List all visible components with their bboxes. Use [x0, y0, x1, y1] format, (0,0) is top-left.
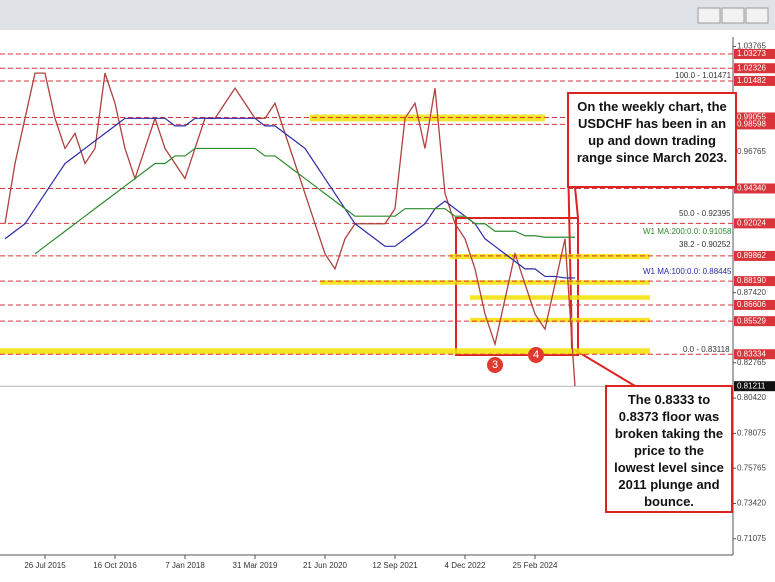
- support-zone: [320, 280, 650, 285]
- level-label: 1.02326: [737, 63, 766, 72]
- level-label: 0.88190: [737, 276, 766, 285]
- y-tick-label: 0.87420: [737, 288, 766, 297]
- level-label-box: [734, 276, 775, 287]
- wave-marker: 4: [528, 347, 544, 363]
- support-zone: [0, 348, 650, 355]
- level-label: 0.92024: [737, 218, 766, 227]
- y-tick-label: 0.73420: [737, 499, 766, 508]
- series-line: [4, 117, 575, 279]
- current-price-box: [734, 381, 775, 392]
- annotation: 0.0 - 0.83118: [683, 345, 730, 354]
- annotation: 38.2 - 0.90252: [679, 240, 731, 249]
- title-bar: [0, 0, 775, 30]
- x-tick-label: 21 Jun 2020: [303, 561, 348, 570]
- y-tick-label: 0.80420: [737, 393, 766, 402]
- level-label: 0.99055: [737, 113, 766, 122]
- y-tick-label: 0.71075: [737, 534, 766, 543]
- level-label-box: [734, 349, 775, 360]
- level-label-box: [734, 299, 775, 310]
- level-label-box: [734, 63, 775, 74]
- level-label-box: [734, 75, 775, 86]
- level-label-box: [734, 119, 775, 130]
- support-zone: [450, 253, 650, 260]
- level-label: 0.89862: [737, 251, 766, 260]
- level-label: 0.83334: [737, 349, 766, 358]
- annotation: W1 MA:100:0.0: 0.88445: [643, 267, 732, 276]
- level-label: 1.01482: [737, 76, 766, 85]
- annotation: W1 MA:200:0.0: 0.91058: [643, 227, 732, 236]
- x-tick-label: 12 Sep 2021: [372, 561, 418, 570]
- annotation: 50.0 - 0.92395: [679, 209, 731, 218]
- y-tick-label: 0.96765: [737, 147, 766, 156]
- series-line: [34, 147, 575, 255]
- callout-text: On the weekly chart, the USDCHF has been…: [567, 92, 737, 188]
- support-zone: [470, 295, 650, 300]
- x-tick-label: 7 Jan 2018: [165, 561, 205, 570]
- close-button[interactable]: [745, 7, 769, 24]
- level-label-box: [734, 183, 775, 194]
- level-label-box: [734, 112, 775, 123]
- x-tick-label: 25 Feb 2024: [513, 561, 558, 570]
- level-label-box: [734, 218, 775, 229]
- level-label: 0.86606: [737, 300, 766, 309]
- x-tick-label: 4 Dec 2022: [445, 561, 486, 570]
- minimize-button[interactable]: [697, 7, 721, 24]
- series-line: [4, 72, 576, 387]
- callout-text: The 0.8333 to 0.8373 floor was broken ta…: [605, 385, 733, 513]
- y-tick-label: 1.03765: [737, 42, 766, 51]
- y-tick-label: 0.75765: [737, 463, 766, 472]
- wave-marker: 3: [487, 357, 503, 373]
- support-zone: [470, 317, 650, 323]
- x-tick-label: 26 Jul 2015: [24, 561, 66, 570]
- level-label-box: [734, 250, 775, 261]
- range-box: [455, 217, 579, 356]
- level-label-box: [734, 48, 775, 59]
- maximize-button[interactable]: [721, 7, 745, 24]
- annotation: 100.0 - 1.01471: [675, 71, 732, 80]
- level-label: 0.98598: [737, 119, 766, 128]
- level-label: 1.03273: [737, 49, 766, 58]
- x-tick-label: 31 Mar 2019: [233, 561, 278, 570]
- y-tick-label: 0.82765: [737, 358, 766, 367]
- level-label-box: [734, 316, 775, 327]
- current-price-label: 0.81211: [737, 381, 766, 390]
- level-label: 0.94340: [737, 184, 766, 193]
- y-tick-label: 0.78075: [737, 429, 766, 438]
- x-tick-label: 16 Oct 2016: [93, 561, 137, 570]
- level-label: 0.85529: [737, 316, 766, 325]
